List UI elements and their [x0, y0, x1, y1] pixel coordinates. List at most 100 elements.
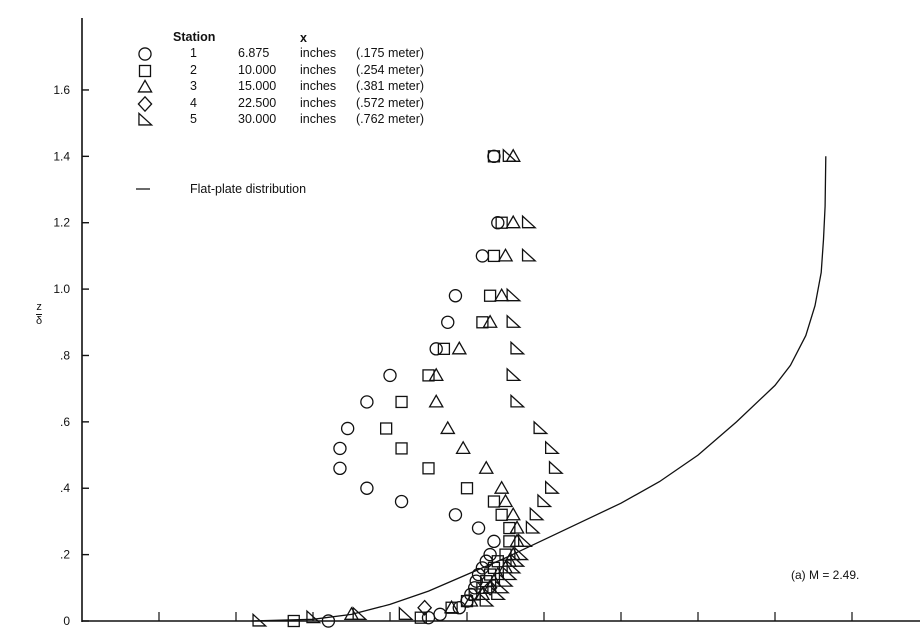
legend-symbol-right-triangle [138, 112, 154, 126]
legend-units: inches [300, 46, 337, 60]
legend-row-station-2: 2 10.000 inches (.254 meter) [128, 63, 488, 79]
data-point-station-1-circle [421, 610, 436, 625]
data-point-station-1-circle [383, 368, 397, 383]
legend-metric-value: (.254 meter) [356, 62, 425, 77]
data-point-station-3-triangle [482, 314, 498, 328]
data-point-station-5-right-triangle [529, 506, 545, 521]
data-point-station-3-triangle [505, 546, 521, 561]
data-point-station-1-circle [487, 149, 501, 164]
data-point-station-3-triangle [455, 440, 471, 455]
y-axis-label-numerator: z [36, 301, 42, 313]
data-point-station-5-right-triangle [398, 606, 414, 620]
data-point-station-5-right-triangle [537, 493, 553, 508]
data-point-station-5-right-triangle [502, 148, 518, 162]
data-point-station-3-triangle [505, 214, 521, 229]
data-point-station-1-circle [483, 547, 497, 562]
y-tick-label: .2 [60, 548, 70, 562]
legend-symbol-circle [138, 47, 152, 61]
legend-header-x: x [300, 31, 307, 45]
data-point-station-3-triangle [428, 367, 444, 381]
legend-x-value: 30.000 [238, 112, 277, 126]
data-point-station-3-triangle [343, 606, 360, 620]
data-point-station-5-right-triangle [510, 553, 526, 567]
data-point-station-2-square [437, 342, 451, 355]
data-point-station-5-right-triangle [518, 533, 534, 547]
data-point-station-1-circle [452, 601, 467, 615]
data-point-station-1-circle [491, 216, 505, 230]
legend-units: inches [300, 95, 337, 110]
data-point-station-2-square [483, 289, 497, 302]
data-point-station-2-square [487, 249, 501, 263]
data-point-station-5-right-triangle [510, 393, 526, 408]
data-point-station-5-right-triangle [545, 480, 560, 494]
data-point-station-3-triangle [490, 566, 506, 581]
data-point-station-1-circle [321, 614, 336, 628]
data-point-station-3-triangle [493, 480, 510, 494]
data-point-station-3-triangle [497, 559, 514, 574]
data-point-station-5-right-triangle [479, 593, 495, 607]
data-point-station-5-right-triangle [533, 420, 549, 435]
data-point-station-1-circle [429, 342, 443, 356]
data-point-station-2-square [460, 482, 474, 495]
data-point-station-2-square [503, 535, 516, 548]
data-point-station-2-square [414, 611, 427, 624]
data-point-station-3-triangle [474, 586, 491, 601]
legend-metric-value: (.175 meter) [356, 46, 425, 60]
data-point-station-1-circle [333, 441, 347, 456]
legend-station-number: 5 [190, 112, 197, 126]
x-axis-ticks [158, 612, 853, 621]
y-tick-label: 0 [63, 614, 70, 628]
y-tick-label: 1.0 [53, 282, 70, 296]
data-point-station-5-right-triangle [306, 609, 322, 624]
y-tick-label: 1.4 [53, 149, 70, 163]
y-tick-label: .6 [60, 415, 70, 429]
data-point-station-1-circle [448, 508, 463, 522]
y-tick-label: .8 [60, 348, 70, 362]
data-point-station-5-right-triangle [506, 287, 522, 302]
legend-marker-square [138, 64, 152, 77]
data-point-station-5-right-triangle [545, 440, 560, 455]
legend-units: inches [300, 79, 337, 93]
data-point-station-1-circle [360, 481, 374, 495]
data-point-station-5-right-triangle [498, 573, 514, 587]
legend-row-station-3: 3 15.000 inches (.381 meter) [128, 79, 488, 95]
legend-metric-value: (.572 meter) [356, 95, 425, 110]
data-point-station-5-right-triangle [514, 546, 530, 561]
legend-row-station-5: 5 30.000 inches (.762 meter) [128, 112, 488, 128]
data-point-station-5-right-triangle [525, 519, 541, 534]
data-point-station-5-right-triangle [521, 247, 537, 262]
data-point-station-2-square [287, 614, 300, 628]
data-point-station-1-circle [475, 249, 490, 263]
data-point-station-3-triangle [440, 420, 456, 435]
data-point-station-4-diamond [482, 579, 498, 596]
data-point-station-3-triangle [428, 394, 444, 408]
legend-marker-circle [138, 47, 152, 61]
data-point-station-5-right-triangle [494, 579, 510, 594]
data-point-station-2-square [422, 462, 435, 475]
data-point-station-3-triangle [509, 533, 525, 547]
data-point-station-3-triangle [482, 579, 498, 594]
data-point-station-2-square [495, 216, 508, 229]
legend-marker-right-triangle [138, 112, 154, 126]
legend-station-number: 4 [190, 95, 197, 110]
data-point-station-2-square [503, 521, 516, 535]
y-tick-label: 1.6 [53, 83, 70, 97]
legend-x-value: 22.500 [238, 95, 277, 110]
data-point-station-2-square [476, 581, 489, 594]
data-point-station-1-circle [448, 289, 463, 303]
legend-row-station-4: 4 22.500 inches (.572 meter) [128, 95, 488, 112]
legend-row-flat-plate: Flat-plate distribution [128, 182, 488, 198]
legend-metric-value: (.762 meter) [356, 112, 425, 126]
y-axis-label-fraction-bar [36, 314, 43, 315]
legend-station-number: 3 [190, 79, 197, 93]
data-point-station-1-circle [333, 461, 347, 476]
data-point-station-1-circle [468, 581, 482, 595]
data-point-station-2-square [487, 495, 501, 508]
legend-symbol-triangle [137, 79, 153, 93]
y-axis-ticks: 0 .2 .4 .6 .8 1.0 1.2 1.4 1.6 [53, 83, 89, 628]
y-tick-label: 1.2 [53, 216, 70, 230]
data-point-station-3-triangle [509, 520, 525, 534]
data-point-station-3-triangle [463, 593, 479, 607]
data-point-station-2-square [395, 442, 408, 455]
